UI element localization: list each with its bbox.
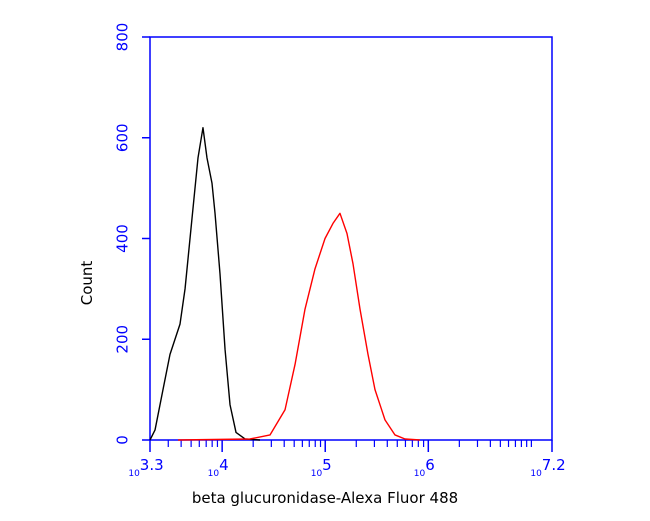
y-axis-label: Count	[78, 261, 96, 306]
x-tick-label: 107.2	[530, 456, 565, 479]
x-tick-label: 106	[414, 456, 435, 479]
histogram-line	[178, 212, 421, 441]
plot-frame	[149, 36, 553, 441]
x-tick-base: 10	[530, 469, 542, 479]
y-tick-label: 600	[114, 123, 132, 152]
x-tick-exponent: 5	[322, 456, 332, 474]
histogram-line	[149, 126, 261, 441]
x-tick-label: 105	[311, 456, 332, 479]
x-tick-label: 103.3	[128, 456, 163, 479]
x-tick-exponent: 4	[219, 456, 229, 474]
x-tick-base: 10	[208, 469, 220, 479]
x-tick-base: 10	[414, 469, 426, 479]
x-tick-exponent: 6	[425, 456, 435, 474]
x-tick-exponent: 7.2	[542, 456, 566, 474]
y-tick-label: 0	[114, 435, 132, 445]
y-tick-label: 800	[114, 23, 132, 52]
x-tick-base: 10	[311, 469, 323, 479]
x-tick-exponent: 3.3	[140, 456, 164, 474]
x-axis-label: beta glucuronidase-Alexa Fluor 488	[192, 489, 458, 507]
y-tick-label: 200	[114, 325, 132, 354]
y-tick-label: 400	[114, 224, 132, 253]
x-tick-base: 10	[128, 469, 140, 479]
x-tick-label: 104	[208, 456, 229, 479]
